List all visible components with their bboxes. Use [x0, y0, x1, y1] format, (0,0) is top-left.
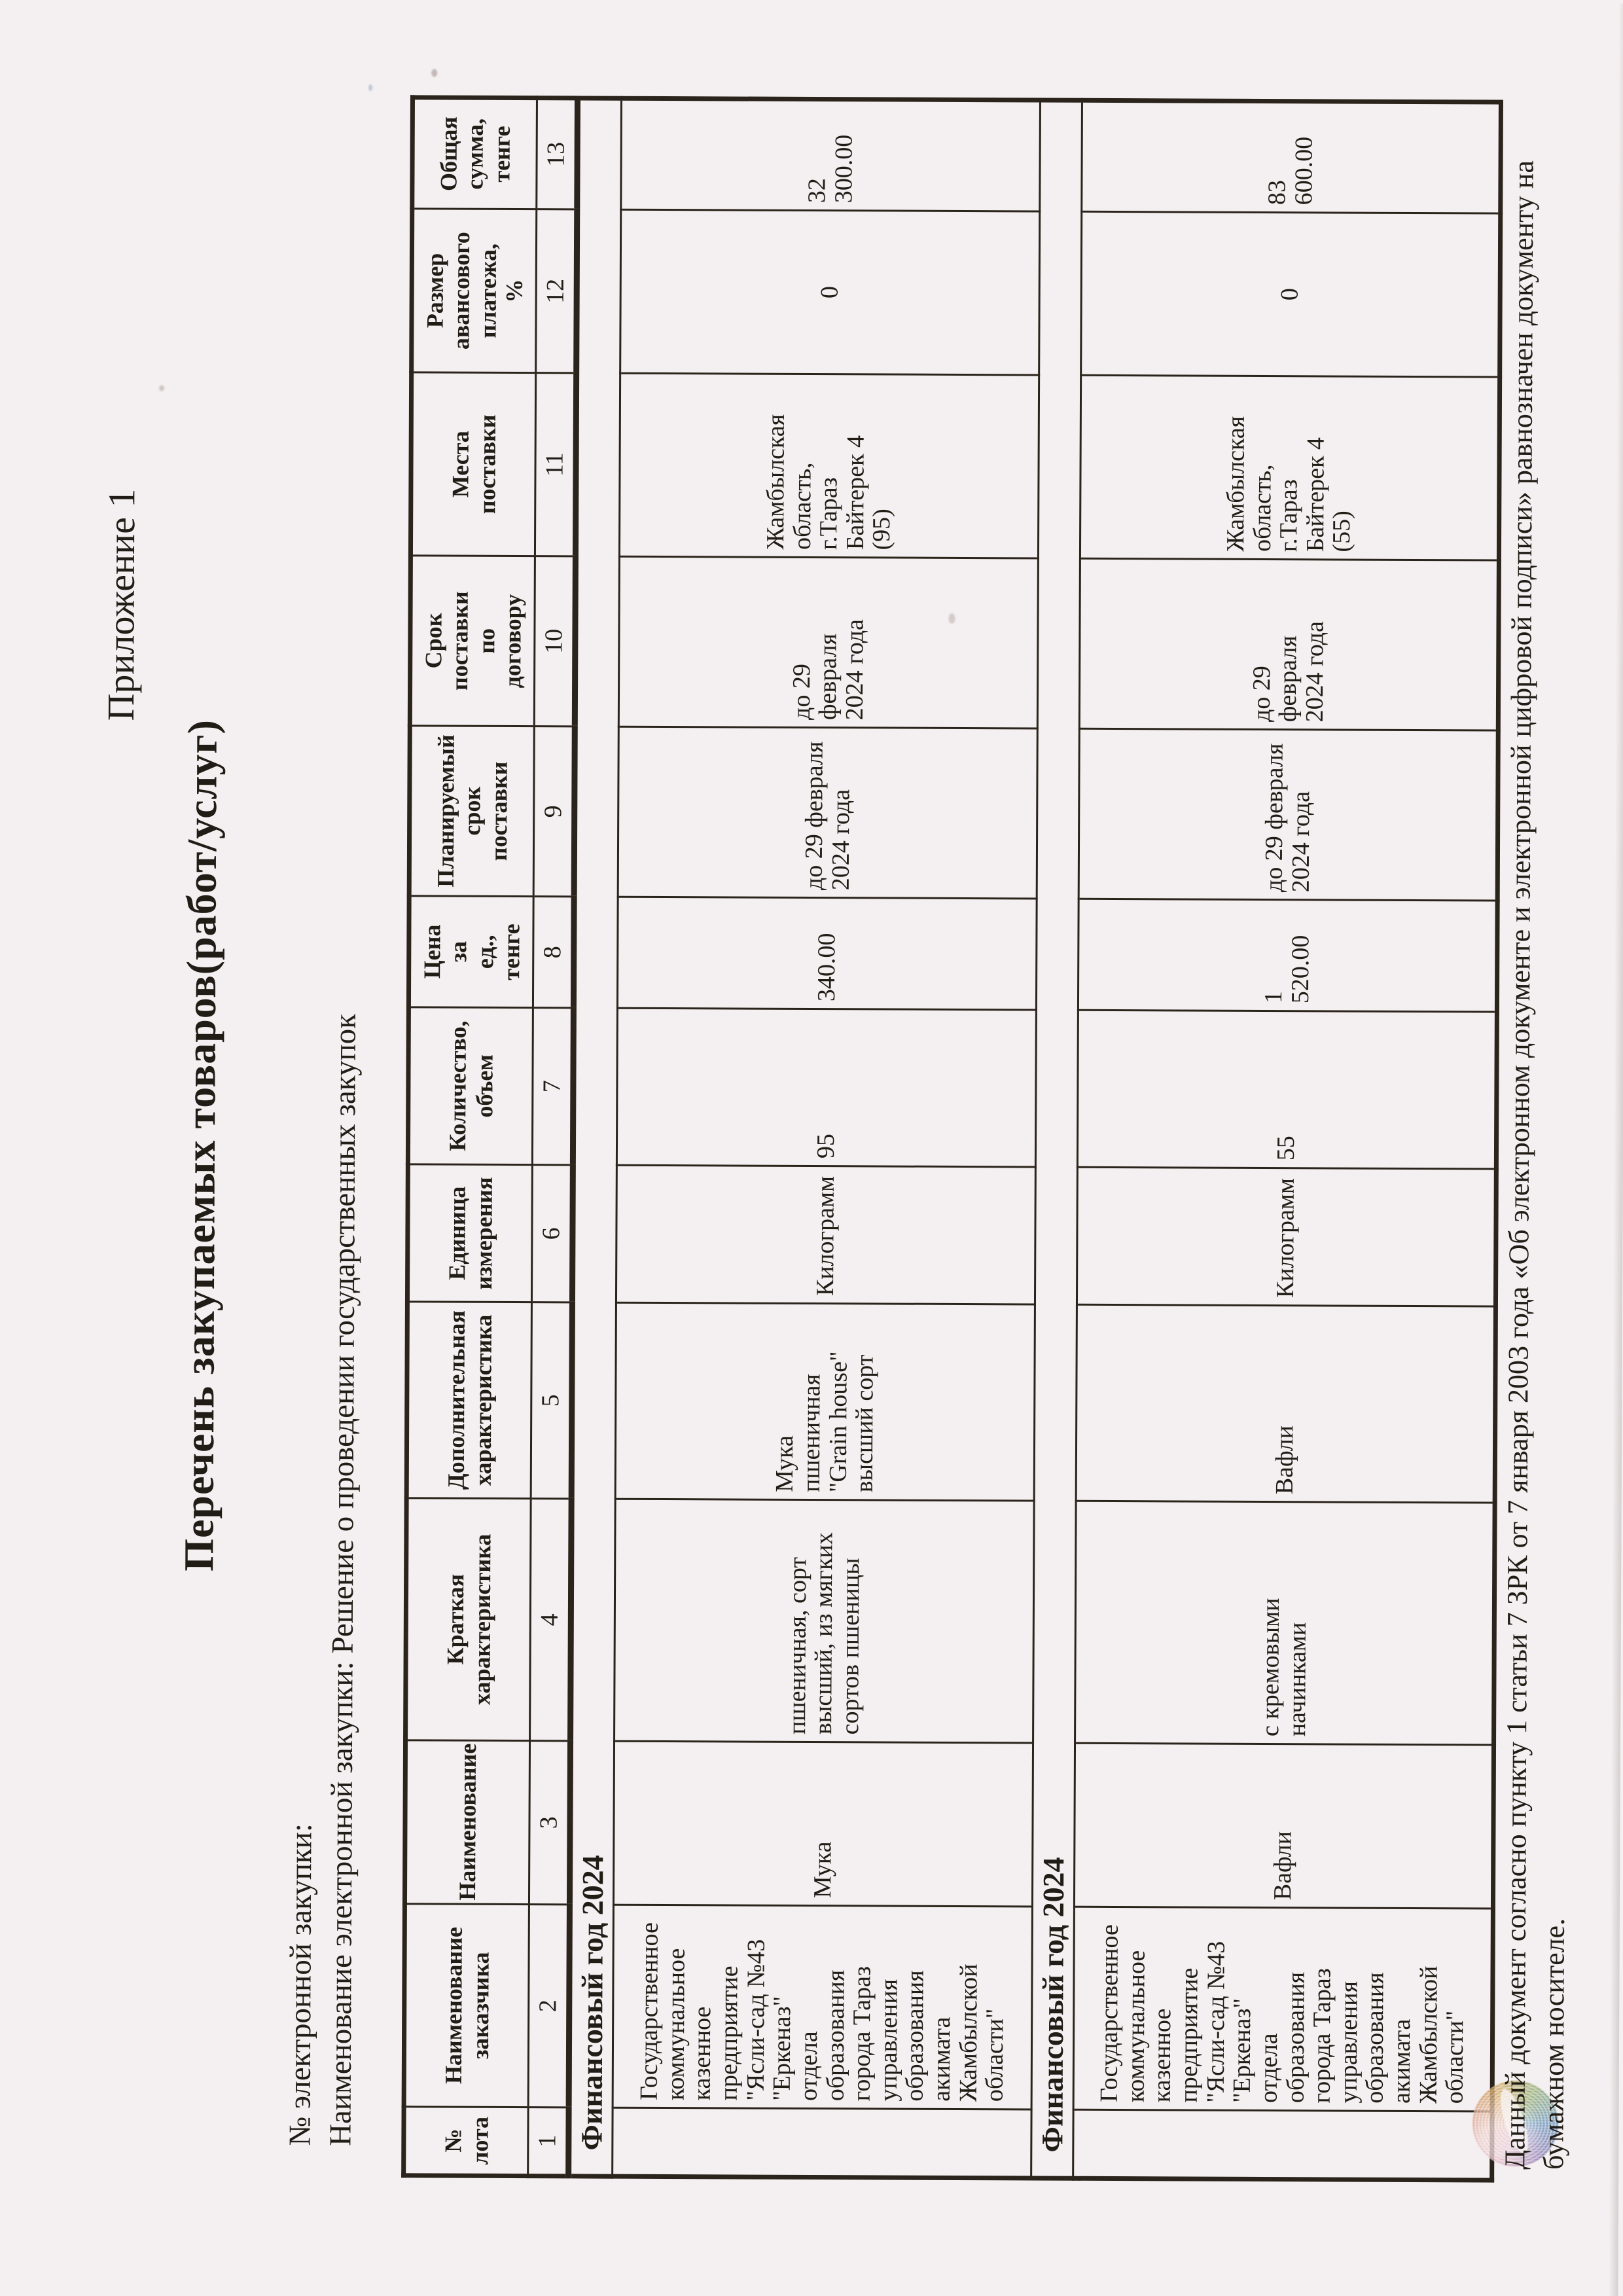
cell-total-sum: 83 600.00: [1081, 100, 1501, 214]
column-number: 12: [535, 209, 577, 373]
column-number: 4: [529, 1498, 572, 1741]
paper-speck: [368, 84, 373, 92]
paper-speck: [948, 613, 955, 624]
header-item-name: Наименование: [404, 1740, 530, 1905]
cell-lot-no: [612, 2108, 1032, 2178]
column-number: 13: [536, 98, 578, 209]
header-unit: Единица измерения: [407, 1164, 533, 1302]
header-total-sum: Общая сумма, тенге: [412, 97, 537, 209]
purchase-number-label: № электронной закупки:: [283, 1823, 319, 2146]
cell-unit: Килограмм: [616, 1165, 1036, 1304]
cell-planned-term: до 29 февраля 2024 года: [618, 726, 1038, 899]
cell-unit-price: 340.00: [617, 897, 1037, 1010]
column-number: 6: [531, 1164, 573, 1302]
paper-speck: [159, 385, 165, 391]
cell-lot-no: [1073, 2109, 1493, 2181]
cell-quantity: 55: [1077, 1010, 1497, 1170]
column-number: 9: [533, 726, 575, 897]
header-planned-term: Планируемый срок поставки: [409, 725, 535, 897]
column-number: 8: [533, 896, 575, 1008]
cell-item-name: Вафли: [1074, 1743, 1494, 1909]
header-lot-no: № лота: [403, 2106, 529, 2176]
column-number: 7: [532, 1007, 574, 1165]
purchase-name-line: Наименование электронной закупки: Решени…: [323, 1013, 363, 2146]
cell-quantity: 95: [616, 1008, 1037, 1167]
column-number: 10: [534, 556, 576, 726]
scan-edge-shadow: [1609, 3, 1623, 2296]
cell-extra-spec: Мука пшеничная "Grain house" высший сорт: [615, 1302, 1035, 1501]
header-extra-spec: Дополнительная характеристика: [406, 1301, 532, 1499]
appendix-label: Приложение 1: [99, 488, 143, 721]
cell-extra-spec: Вафли: [1076, 1304, 1496, 1503]
cell-advance-percent: 0: [1080, 211, 1501, 378]
page-title: Перечень закупаемых товаров(работ/услуг): [175, 719, 226, 1571]
cell-unit-price: 1 520.00: [1078, 899, 1498, 1013]
cell-unit: Килограмм: [1077, 1167, 1497, 1307]
cell-brief-spec: с кремовыми начинками: [1075, 1501, 1495, 1746]
table-header-row: № лота Наименование заказчика Наименован…: [403, 97, 537, 2176]
header-customer: Наименование заказчика: [404, 1903, 529, 2108]
header-quantity: Количество, объем: [408, 1007, 533, 1165]
cell-delivery-places: Жамбылская область, г.Тараз Байтерек 4 (…: [1080, 375, 1500, 561]
column-number: 3: [529, 1740, 571, 1905]
cell-total-sum: 32 300.00: [620, 98, 1041, 212]
cell-planned-term: до 29 февраля 2024 года: [1079, 728, 1499, 901]
column-number: 1: [527, 2107, 569, 2176]
column-number: 11: [535, 372, 577, 556]
cell-customer: Государственное коммунальное казенное пр…: [1073, 1907, 1493, 2112]
header-contract-term: Срок поставки по договору: [410, 555, 535, 726]
paper-speck: [431, 69, 438, 77]
cell-contract-term: до 29 февраля 2024 года: [618, 556, 1039, 729]
procurement-table: № лота Наименование заказчика Наименован…: [401, 95, 1503, 2183]
cell-contract-term: до 29 февраля 2024 года: [1079, 558, 1499, 731]
column-number: 5: [531, 1302, 573, 1499]
table-row-waffles: Государственное коммунальное казенное пр…: [1073, 100, 1501, 2181]
cell-advance-percent: 0: [620, 209, 1040, 376]
header-brief-spec: Краткая характеристика: [405, 1498, 531, 1741]
cell-item-name: Мука: [613, 1741, 1033, 1907]
column-number: 2: [528, 1904, 570, 2108]
cell-customer: Государственное коммунальное казенное пр…: [613, 1905, 1033, 2109]
table-row-flour: Государственное коммунальное казенное пр…: [612, 98, 1041, 2178]
header-advance-percent: Размер авансового платежа, %: [411, 208, 537, 373]
cell-brief-spec: пшеничная, сорт высший, из мягких сортов…: [614, 1499, 1035, 1743]
header-unit-price: Цена за ед., тенге: [408, 895, 534, 1008]
legal-footer-note: Данный документ согласно пункту 1 статьи…: [1495, 49, 1582, 2170]
header-delivery-places: Места поставки: [410, 372, 536, 556]
cell-delivery-places: Жамбылская область, г.Тараз Байтерек 4 (…: [619, 373, 1039, 559]
